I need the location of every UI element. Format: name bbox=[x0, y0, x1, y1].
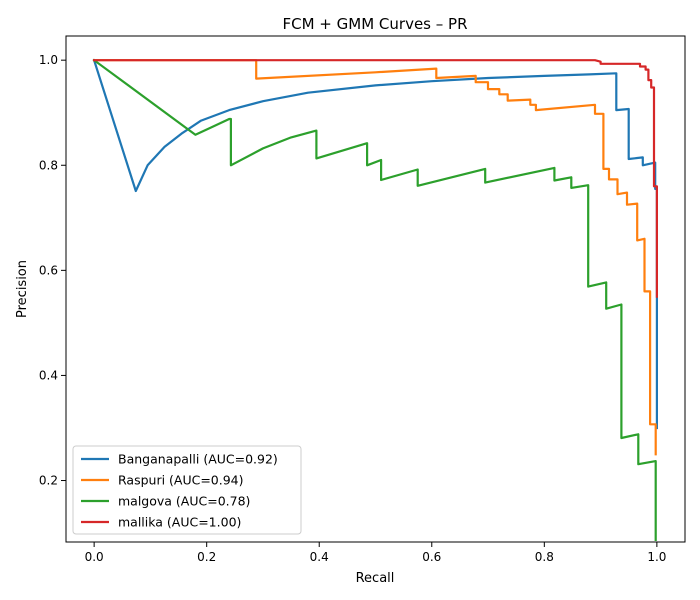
legend-box bbox=[72, 445, 302, 535]
x-tick-label: 0.0 bbox=[85, 550, 104, 564]
x-tick-label: 0.4 bbox=[310, 550, 329, 564]
series-line-3 bbox=[92, 59, 659, 298]
y-tick-label: 0.6 bbox=[39, 263, 58, 277]
series-layer bbox=[92, 58, 659, 542]
x-axis: 0.0 0.2 0.4 0.6 0.8 1.0 bbox=[85, 542, 666, 564]
legend: Banganapalli (AUC=0.92) Raspuri (AUC=0.94… bbox=[72, 445, 302, 535]
x-tick-label: 1.0 bbox=[647, 550, 666, 564]
legend-label-1: Raspuri (AUC=0.94) bbox=[118, 473, 244, 488]
chart-title: FCM + GMM Curves – PR bbox=[283, 15, 468, 33]
series-line-2 bbox=[92, 58, 657, 542]
series-line-0 bbox=[92, 58, 659, 430]
x-tick-label: 0.2 bbox=[197, 550, 216, 564]
series-line-1 bbox=[92, 59, 657, 456]
y-tick-label: 0.8 bbox=[39, 158, 58, 172]
legend-label-3: mallika (AUC=1.00) bbox=[118, 515, 241, 530]
y-axis-label: Precision bbox=[15, 260, 30, 318]
x-axis-label: Recall bbox=[356, 571, 395, 586]
y-tick-label: 0.2 bbox=[39, 474, 58, 488]
plot-frame bbox=[65, 35, 686, 543]
legend-label-2: malgova (AUC=0.78) bbox=[118, 494, 250, 509]
legend-label-0: Banganapalli (AUC=0.92) bbox=[118, 452, 278, 467]
x-tick-label: 0.8 bbox=[535, 550, 554, 564]
y-tick-label: 1.0 bbox=[39, 53, 58, 67]
y-axis: 0.2 0.4 0.6 0.8 1.0 bbox=[39, 53, 66, 488]
x-tick-label: 0.6 bbox=[422, 550, 441, 564]
y-tick-label: 0.4 bbox=[39, 368, 58, 382]
